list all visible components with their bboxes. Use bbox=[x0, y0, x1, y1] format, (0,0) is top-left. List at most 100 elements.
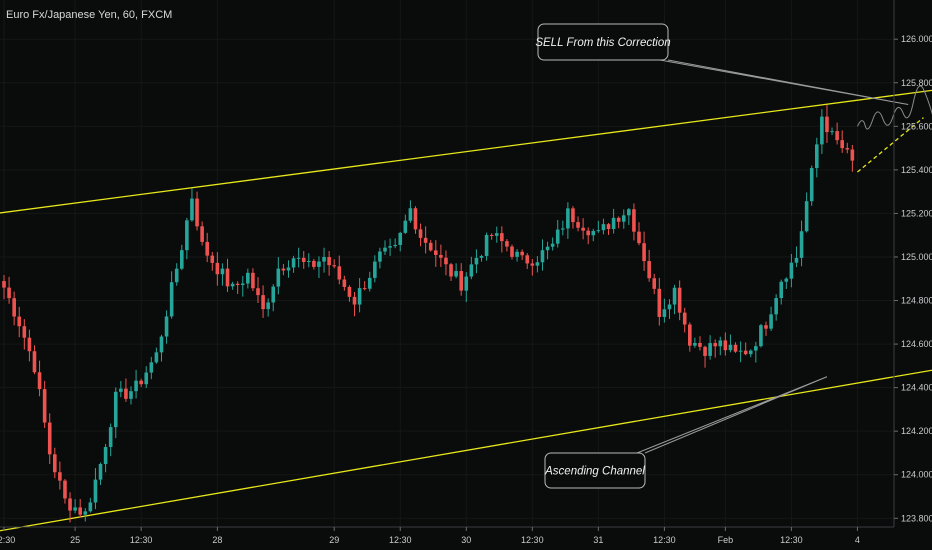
candle bbox=[550, 237, 555, 251]
candle bbox=[119, 381, 123, 398]
candle-body bbox=[174, 268, 179, 283]
candle bbox=[571, 206, 575, 229]
candle-body bbox=[205, 241, 209, 256]
candle-body bbox=[804, 201, 809, 232]
candle-body bbox=[576, 222, 580, 228]
candle bbox=[759, 323, 763, 348]
candle bbox=[408, 200, 413, 223]
candle bbox=[454, 263, 458, 279]
candle bbox=[459, 263, 463, 296]
candle bbox=[32, 345, 37, 375]
candle-body bbox=[733, 344, 738, 352]
candle-body bbox=[703, 346, 707, 356]
candle bbox=[555, 219, 560, 248]
candle bbox=[271, 284, 276, 312]
candle-body bbox=[159, 336, 164, 353]
candle bbox=[312, 258, 316, 270]
candle-body bbox=[439, 254, 443, 258]
candle-body bbox=[591, 230, 596, 236]
candle bbox=[799, 220, 804, 267]
candle bbox=[535, 256, 540, 273]
price-tick-label: 123.800 bbox=[901, 513, 932, 523]
candle bbox=[63, 478, 67, 504]
candle-body bbox=[220, 268, 225, 275]
candle-body bbox=[545, 246, 550, 251]
candle-body bbox=[713, 343, 717, 347]
candle bbox=[296, 247, 301, 268]
candle-body bbox=[108, 427, 113, 448]
candle bbox=[423, 226, 428, 254]
channel-upper-line bbox=[0, 89, 932, 214]
candle bbox=[276, 257, 281, 295]
candle bbox=[124, 378, 128, 402]
price-tick-label: 125.800 bbox=[901, 78, 932, 88]
candle-body bbox=[434, 250, 438, 255]
candle-body bbox=[621, 215, 626, 222]
time-tick-label: 12:30 bbox=[653, 535, 676, 545]
candle bbox=[393, 238, 397, 249]
candle-body bbox=[515, 251, 519, 257]
candle-body bbox=[362, 288, 367, 290]
candle-body bbox=[47, 422, 52, 455]
candle bbox=[301, 251, 306, 269]
candle-body bbox=[251, 272, 255, 289]
candle-body bbox=[464, 276, 469, 291]
candle-body bbox=[550, 243, 555, 247]
candle bbox=[835, 122, 839, 145]
candle-body bbox=[428, 242, 433, 251]
candle-body bbox=[378, 251, 382, 262]
time-tick-label: 12:30 bbox=[521, 535, 544, 545]
candle bbox=[540, 239, 545, 271]
candle bbox=[591, 228, 596, 242]
candle bbox=[388, 238, 392, 256]
candle bbox=[373, 255, 377, 283]
candle-body bbox=[845, 148, 850, 150]
candle bbox=[444, 250, 448, 276]
candle bbox=[718, 336, 723, 356]
candle-body bbox=[494, 233, 499, 236]
candle bbox=[713, 339, 717, 358]
candle-body bbox=[794, 257, 799, 263]
candle bbox=[17, 306, 22, 338]
candle bbox=[235, 281, 240, 294]
candle bbox=[804, 192, 809, 233]
candle bbox=[794, 246, 799, 268]
candle-body bbox=[357, 288, 362, 305]
candle-body bbox=[682, 312, 687, 325]
time-tick-label: 12:30 bbox=[780, 535, 803, 545]
candle bbox=[820, 109, 824, 154]
candle-body bbox=[454, 271, 458, 277]
candle-body bbox=[667, 304, 672, 310]
candle-body bbox=[779, 281, 784, 299]
candle bbox=[246, 268, 250, 289]
candle bbox=[169, 271, 174, 319]
candle-body bbox=[500, 233, 504, 242]
candle bbox=[601, 218, 606, 235]
candle-body bbox=[276, 268, 281, 287]
candle-body bbox=[32, 351, 37, 373]
candle-body bbox=[78, 507, 82, 515]
candle bbox=[317, 256, 321, 279]
candle bbox=[657, 277, 662, 326]
candle-body bbox=[200, 226, 204, 242]
candle-body bbox=[632, 209, 636, 232]
candle-body bbox=[144, 372, 149, 385]
candle bbox=[469, 256, 474, 280]
candle bbox=[566, 202, 570, 239]
candle-body bbox=[698, 342, 702, 347]
candle-body bbox=[83, 511, 88, 515]
candle-body bbox=[7, 287, 11, 299]
candle bbox=[743, 342, 748, 356]
candle-body bbox=[129, 391, 133, 399]
candle bbox=[307, 253, 311, 268]
price-tick-label: 125.200 bbox=[901, 208, 932, 218]
candle-body bbox=[505, 241, 509, 247]
candle bbox=[291, 255, 296, 273]
candle bbox=[728, 334, 733, 353]
candle bbox=[220, 263, 225, 286]
candle bbox=[586, 227, 590, 245]
candle-body bbox=[820, 116, 824, 145]
candle-body bbox=[789, 262, 794, 279]
candle bbox=[693, 337, 697, 348]
